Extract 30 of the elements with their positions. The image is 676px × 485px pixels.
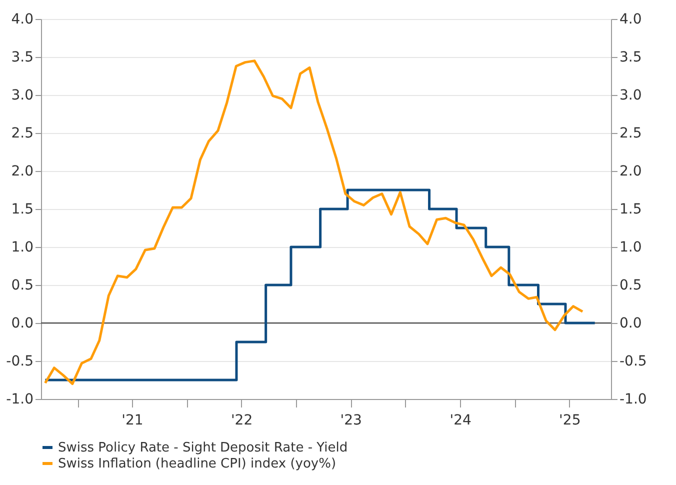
line-series [44,60,584,386]
legend-label: Swiss Policy Rate - Sight Deposit Rate - Yield [58,440,348,456]
y-tick-label: 4.0 [11,12,34,28]
y2-tick-label: 1.5 [620,202,642,218]
y-tick-label: 1.5 [11,202,34,218]
y2-tick-label: 2.0 [620,164,642,180]
y-tick-label: 1.0 [11,240,34,256]
x-tick-label: '22 [230,412,253,428]
y-tick-label: 2.5 [11,126,34,142]
y2-tick-label: 3.5 [620,50,642,66]
y2-tick-label: 1.0 [620,240,642,256]
y2-tick-label: -0.5 [620,354,647,370]
y-tick-label: -0.5 [6,354,34,370]
y-tick-label: 2.0 [11,164,34,180]
y-tick-label: 0.0 [11,316,34,332]
x-tick-label: '23 [340,412,362,428]
y-tick-label: 3.5 [11,50,34,66]
legend-label: Swiss Inflation (headline CPI) index (yoy%) [58,456,336,472]
y2-tick-label: -1.0 [620,392,647,408]
y-tick-label: -1.0 [6,392,34,408]
y2-tick-label: 2.5 [620,126,642,142]
y-tick-label: 0.5 [11,278,34,294]
x-tick-label: '21 [122,412,144,428]
y2-tick-label: 0.0 [620,316,642,332]
y2-tick-label: 0.5 [620,278,642,294]
x-tick-label: '25 [559,412,581,428]
y2-tick-label: 4.0 [620,12,642,28]
y-tick-label: 3.0 [11,88,34,104]
x-tick-label: '24 [450,412,472,428]
y2-tick-label: 3.0 [620,88,642,104]
